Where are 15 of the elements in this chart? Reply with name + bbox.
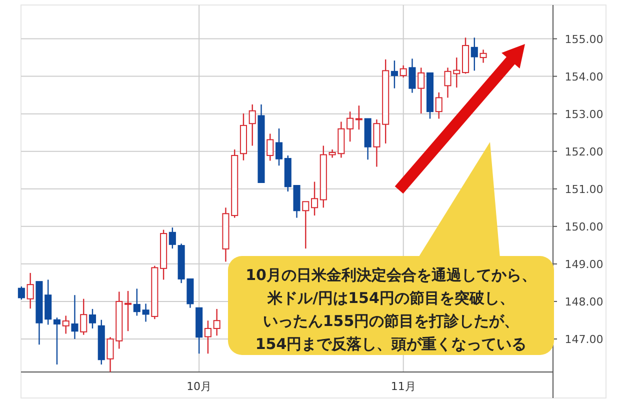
- y-tick-label: 147.00: [564, 332, 604, 346]
- annotation: いったん155円の節目を打診したが、: [262, 312, 520, 330]
- y-tick-label: 153.00: [564, 108, 604, 121]
- x-tick-label: 10月: [186, 380, 212, 393]
- y-tick-label: 148.00: [564, 295, 604, 308]
- annotation: 10月の日米金利決定会合を通過してから、: [246, 266, 536, 284]
- y-tick-label: 149.00: [564, 258, 604, 271]
- y-tick-label: 152.00: [564, 145, 604, 158]
- y-tick-label: 155.00: [564, 32, 604, 46]
- annotation: 154円まで反落し、頭が重くなっている: [255, 335, 527, 353]
- y-tick-label: 151.00: [564, 182, 604, 196]
- annotation: 米ドル/円は154円の節目を突破し、: [266, 289, 514, 307]
- y-tick-label: 150.00: [564, 220, 604, 234]
- y-tick-label: 154.00: [564, 70, 604, 84]
- x-tick-label: 11月: [390, 380, 416, 393]
